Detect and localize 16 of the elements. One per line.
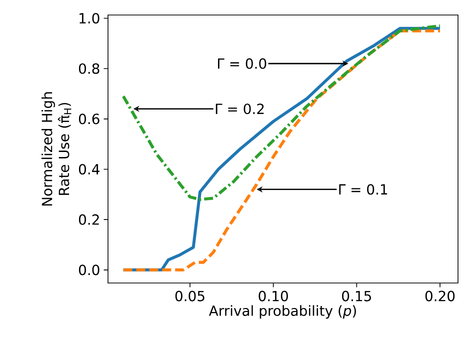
annotation: Γ = 0.2	[216, 104, 264, 114]
y-tick-label: 0.0	[78, 264, 100, 276]
line-series	[122, 24, 442, 201]
x-tick-label: 0.10	[258, 290, 288, 302]
x-tick-label: 0.05	[175, 290, 204, 302]
annotation: Γ = 0.0	[218, 58, 266, 69]
y-tick-label: 1.0	[80, 12, 100, 24]
y-tick-label: 0.2	[78, 214, 99, 225]
x-axis-title: Arrival probability (p)	[208, 305, 356, 319]
x-tick-label: 0.20	[425, 290, 455, 302]
x-tick-label: 0.15	[342, 290, 371, 302]
annotation: Γ = 0.1	[339, 184, 388, 195]
y-tick-label: 0.8	[78, 63, 100, 74]
y-tick-label: 0.4	[78, 164, 100, 175]
y-tick-label: 0.6	[78, 114, 100, 124]
y-axis-title: Normalized High Rate Use (π̂$_{H}$)	[42, 92, 72, 206]
